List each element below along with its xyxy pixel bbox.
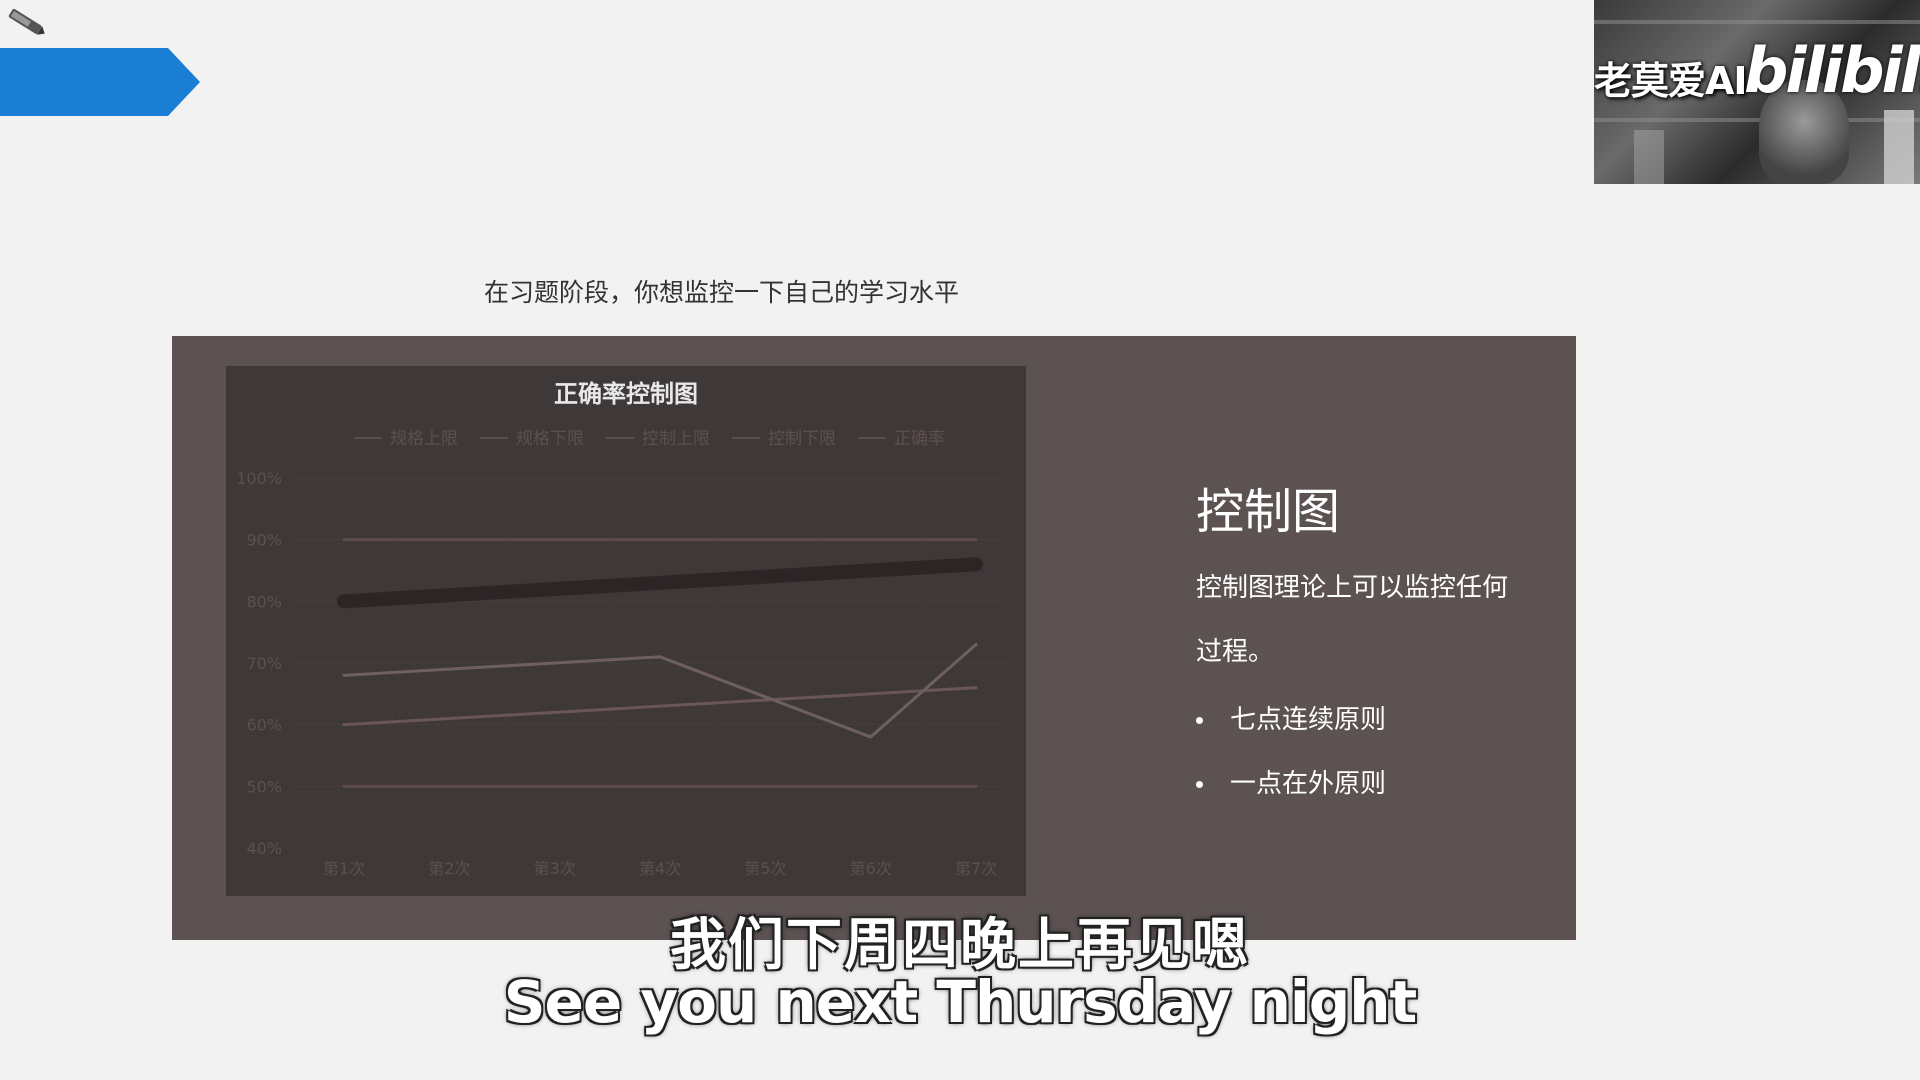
- y-tick-label: 100%: [236, 469, 282, 488]
- list-item: 一点在外原则: [1196, 752, 1386, 816]
- slide-heading: 在习题阶段，你想监控一下自己的学习水平: [484, 278, 960, 307]
- principles-list: 七点连续原则 一点在外原则: [1196, 688, 1386, 816]
- bullet-text: 七点连续原则: [1230, 705, 1387, 735]
- legend-entry: 规格下限: [516, 429, 584, 449]
- shelf: [1594, 20, 1920, 24]
- bilibili-logo: bilibili: [1744, 34, 1920, 107]
- side-title: 控制图: [1196, 484, 1341, 540]
- ribbon-arrow-decoration: [0, 48, 200, 116]
- pen-icon: [8, 8, 45, 35]
- x-tick-label: 第7次: [955, 859, 997, 878]
- plant: [1634, 130, 1664, 184]
- channel-name: 老莫爱AI: [1594, 59, 1748, 103]
- y-tick-label: 60%: [246, 716, 282, 735]
- legend-entry: 控制下限: [768, 429, 836, 449]
- webcam-overlay: 老莫爱AI bilibili: [1594, 0, 1920, 184]
- chart-title: 正确率控制图: [554, 380, 698, 408]
- series-line: [342, 643, 978, 739]
- side-description: 控制图理论上可以监控任何过程。: [1196, 573, 1509, 667]
- series-line: [337, 557, 983, 609]
- x-tick-label: 第5次: [744, 859, 786, 878]
- x-tick-label: 第2次: [428, 859, 470, 878]
- bullet-dot: [1196, 717, 1203, 724]
- books: [1884, 110, 1914, 184]
- y-tick-label: 40%: [246, 839, 282, 858]
- legend-entry: 控制上限: [642, 429, 710, 449]
- y-tick-label: 70%: [246, 654, 282, 673]
- control-chart: 正确率控制图规格上限 规格下限 控制上限 控制下限 正确率 100% 90% 80% 70% 60…: [226, 366, 1026, 896]
- bullet-text: 一点在外原则: [1230, 769, 1387, 799]
- x-tick-label: 第3次: [534, 859, 576, 878]
- legend-entry: 正确率: [894, 429, 945, 449]
- y-tick-label: 90%: [246, 531, 282, 550]
- y-tick-label: 50%: [246, 777, 282, 796]
- presenter-face: [1759, 80, 1849, 184]
- bullet-dot: [1196, 781, 1203, 788]
- x-tick-label: 第1次: [323, 859, 365, 878]
- list-item: 七点连续原则: [1196, 688, 1386, 752]
- x-tick-label: 第6次: [850, 859, 892, 878]
- legend-entry: 规格上限: [390, 429, 458, 449]
- content-panel: 正确率控制图规格上限 规格下限 控制上限 控制下限 正确率 100% 90% 80% 70% 60…: [172, 336, 1576, 940]
- subtitle-chinese: 我们下周四晚上再见嗯: [670, 913, 1250, 978]
- shelf: [1594, 118, 1920, 122]
- y-tick-label: 80%: [246, 592, 282, 611]
- subtitle-english: See you next Thursday night: [503, 968, 1418, 1036]
- series-line: [342, 686, 978, 727]
- x-tick-label: 第4次: [639, 859, 681, 878]
